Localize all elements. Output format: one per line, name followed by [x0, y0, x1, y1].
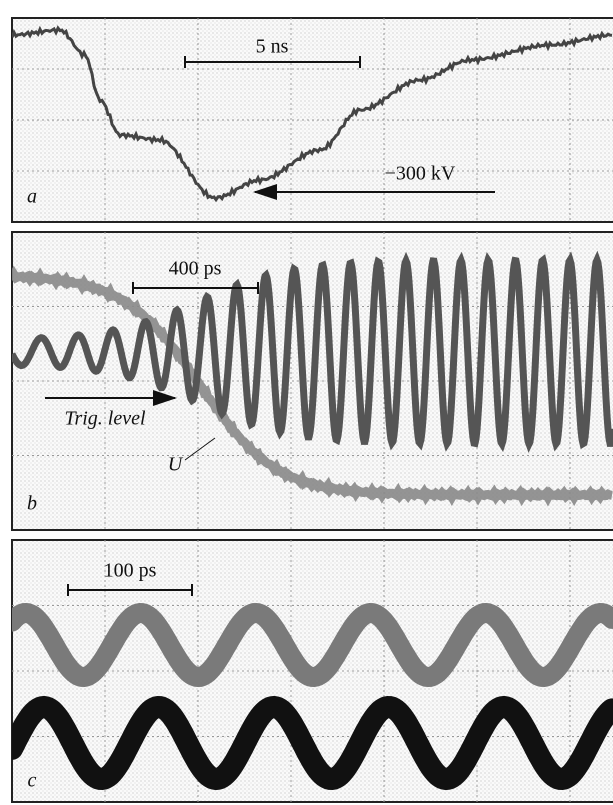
panel-letter: c: [28, 770, 37, 792]
panel-letter: a: [27, 186, 37, 208]
annotation: Trig. level: [64, 408, 146, 430]
waveform: [12, 602, 613, 688]
leader-line: [184, 437, 216, 461]
panel-b: 400 ps Trig. level U b: [11, 231, 613, 531]
grid: [12, 232, 613, 530]
annotation: U: [168, 454, 184, 476]
panel-a: 5 ns −300 kV a: [11, 17, 613, 223]
scale-label: 100 ps: [104, 560, 157, 582]
annotation: −300 kV: [385, 163, 456, 185]
waveform: [12, 25, 613, 203]
grid: [12, 18, 613, 222]
panel-c: 100 ps c: [11, 539, 613, 803]
waveform: [12, 265, 613, 507]
grid: [12, 540, 613, 802]
scale-label: 400 ps: [169, 258, 222, 280]
waveform: [12, 250, 613, 453]
waveform: [12, 695, 613, 791]
panel-letter: b: [27, 493, 37, 515]
scale-label: 5 ns: [256, 36, 289, 58]
